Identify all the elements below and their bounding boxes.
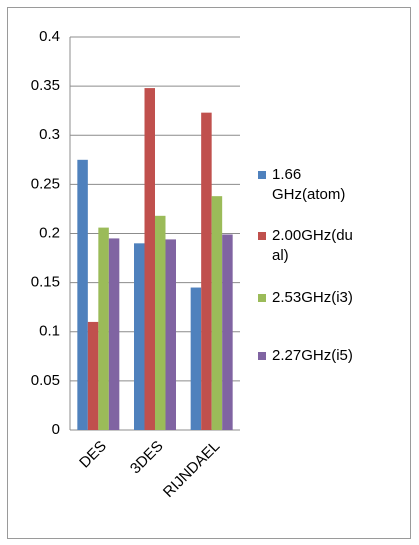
legend-swatch	[258, 294, 266, 302]
legend-swatch	[258, 171, 266, 179]
bar	[211, 196, 223, 430]
x-tick-label: RIJNDAEL	[160, 438, 223, 501]
bar	[108, 238, 120, 430]
y-tick-label: 0.05	[31, 372, 60, 389]
bar	[165, 239, 176, 430]
bar	[134, 243, 145, 430]
bar	[87, 321, 99, 430]
x-tick-label: DES	[76, 438, 110, 472]
bar	[77, 159, 88, 430]
y-tick-label: 0.1	[39, 323, 60, 340]
y-tick-label: 0.25	[31, 175, 60, 192]
legend-label: 2.00GHz(dual)	[272, 227, 353, 264]
y-tick-label: 0.15	[31, 274, 60, 291]
bar	[144, 88, 155, 430]
bar	[98, 227, 109, 430]
y-tick-label: 0.35	[31, 77, 60, 94]
y-tick-label: 0.4	[39, 28, 60, 45]
legend-label: 2.27GHz(i5)	[272, 347, 353, 364]
legend-label: 1.66 GHz(atom)	[272, 166, 346, 203]
legend-swatch	[258, 232, 266, 240]
y-tick-label: 0.2	[39, 224, 60, 241]
chart-frame	[7, 7, 411, 539]
legend-swatch	[258, 352, 266, 360]
y-tick-label: 0	[52, 421, 60, 438]
y-tick-label: 0.3	[39, 126, 60, 143]
bar	[222, 234, 233, 430]
bar	[155, 215, 166, 430]
x-tick-label: 3DES	[127, 438, 167, 478]
bar	[201, 112, 212, 430]
bar	[190, 287, 202, 430]
legend-label: 2.53GHz(i3)	[272, 289, 353, 306]
